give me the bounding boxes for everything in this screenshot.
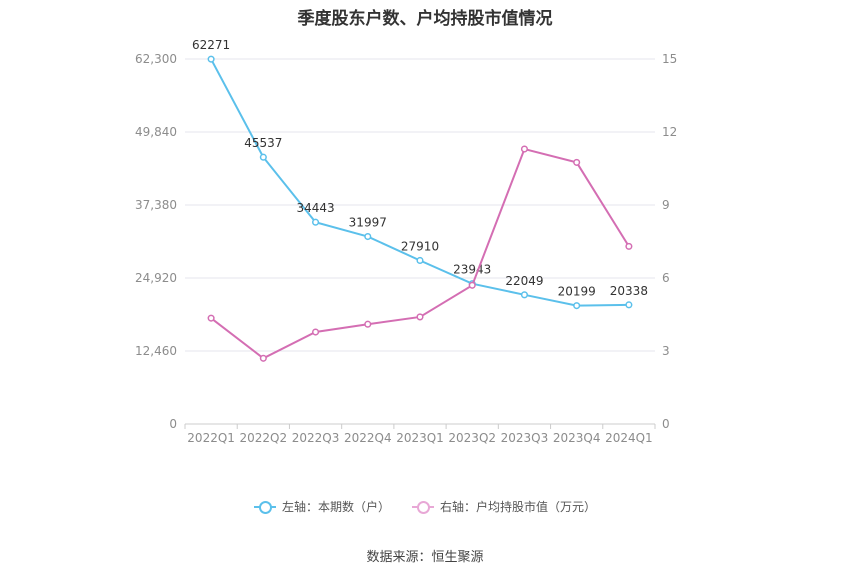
x-axis-tick: 2023Q4 — [553, 431, 601, 445]
data-label: 23943 — [453, 263, 491, 277]
data-point — [364, 232, 372, 241]
left-axis-tick: 12,460 — [135, 344, 177, 358]
left-axis-tick: 0 — [169, 417, 177, 431]
data-point — [468, 281, 476, 289]
data-label: 20199 — [558, 285, 596, 299]
data-point — [573, 302, 581, 310]
chart-legend: 左轴：本期数（户） 右轴：户均持股市值（万元） — [0, 498, 850, 515]
data-point — [625, 242, 633, 250]
data-point — [312, 328, 320, 336]
left-axis-tick: 62,300 — [135, 52, 177, 66]
series-line-1 — [210, 147, 630, 360]
right-axis-tick: 3 — [662, 344, 670, 358]
legend-item-households[interactable]: 左轴：本期数（户） — [253, 498, 390, 515]
data-point — [520, 291, 528, 299]
x-axis-tick: 2022Q2 — [240, 431, 288, 445]
left-axis-tick: 37,380 — [135, 198, 177, 212]
data-label: 22049 — [505, 274, 543, 288]
left-axis-tick: 24,920 — [135, 271, 177, 285]
data-point — [573, 158, 581, 166]
right-axis-tick: 12 — [662, 125, 677, 139]
left-axis-tick: 49,840 — [135, 125, 177, 139]
x-axis-tick: 2023Q1 — [396, 431, 444, 445]
right-axis-tick: 6 — [662, 271, 670, 285]
chart-title: 季度股东户数、户均持股市值情况 — [297, 9, 553, 29]
data-label: 45537 — [244, 136, 282, 150]
x-axis-tick: 2023Q3 — [501, 431, 549, 445]
legend-line-circle-icon — [253, 500, 276, 514]
legend-line-circle-icon — [412, 500, 434, 514]
data-point — [520, 145, 528, 153]
x-axis-tick: 2022Q1 — [187, 431, 235, 445]
legend-label-households: 左轴：本期数（户） — [281, 500, 390, 514]
data-source: 数据来源：恒生聚源 — [366, 550, 484, 565]
series-line-0 — [210, 58, 629, 307]
data-label: 62271 — [192, 38, 230, 52]
data-label: 20338 — [610, 284, 648, 298]
data-label: 34443 — [296, 201, 334, 215]
data-point — [259, 153, 267, 161]
data-point — [416, 313, 424, 321]
right-axis-tick: 9 — [662, 198, 670, 212]
x-axis-tick: 2022Q4 — [344, 431, 392, 445]
x-axis-tick: 2022Q3 — [292, 431, 340, 445]
right-axis-tick: 15 — [662, 52, 677, 66]
data-point — [259, 354, 267, 362]
data-point — [625, 301, 633, 309]
legend-item-avg-value[interactable]: 右轴：户均持股市值（万元） — [412, 498, 596, 515]
x-axis-tick: 2024Q1 — [605, 431, 653, 445]
data-point — [416, 256, 424, 265]
legend-label-avg-value: 右轴：户均持股市值（万元） — [440, 500, 597, 514]
data-label: 27910 — [401, 239, 439, 253]
data-point — [364, 320, 372, 328]
data-point — [207, 55, 215, 63]
x-axis-tick: 2023Q2 — [448, 431, 496, 445]
data-point — [207, 314, 215, 322]
data-point — [312, 218, 320, 226]
right-axis-tick: 0 — [662, 417, 670, 431]
data-label: 31997 — [349, 216, 387, 230]
